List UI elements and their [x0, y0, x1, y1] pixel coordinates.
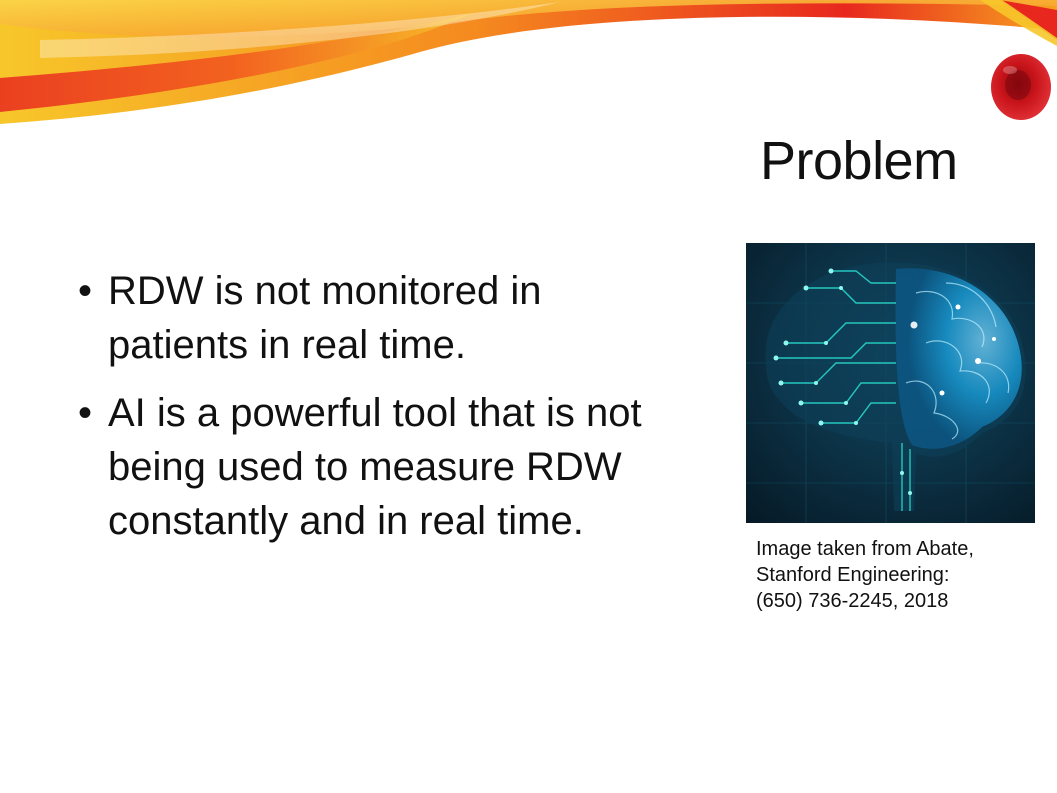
decorative-flame-banner: [0, 0, 1057, 124]
bullet-text: AI is a powerful tool that is not being …: [108, 391, 642, 543]
red-blood-cell-icon: [991, 54, 1051, 120]
caption-line: Stanford Engineering:: [756, 564, 950, 586]
bullet-text: RDW is not monitored in patients in real…: [108, 269, 542, 367]
caption-line: Image taken from Abate,: [756, 538, 974, 560]
bullet-list: • RDW is not monitored in patients in re…: [78, 264, 688, 562]
slide-title: Problem: [760, 131, 958, 191]
bullet-item: • RDW is not monitored in patients in re…: [78, 264, 688, 372]
bullet-marker: •: [78, 269, 93, 313]
bullet-item: • AI is a powerful tool that is not bein…: [78, 386, 688, 548]
bullet-marker: •: [78, 391, 93, 435]
brain-circuit-image: [746, 243, 1035, 523]
caption-line: (650) 736-2245, 2018: [756, 590, 949, 612]
image-caption: Image taken from Abate, Stanford Enginee…: [756, 536, 1036, 614]
